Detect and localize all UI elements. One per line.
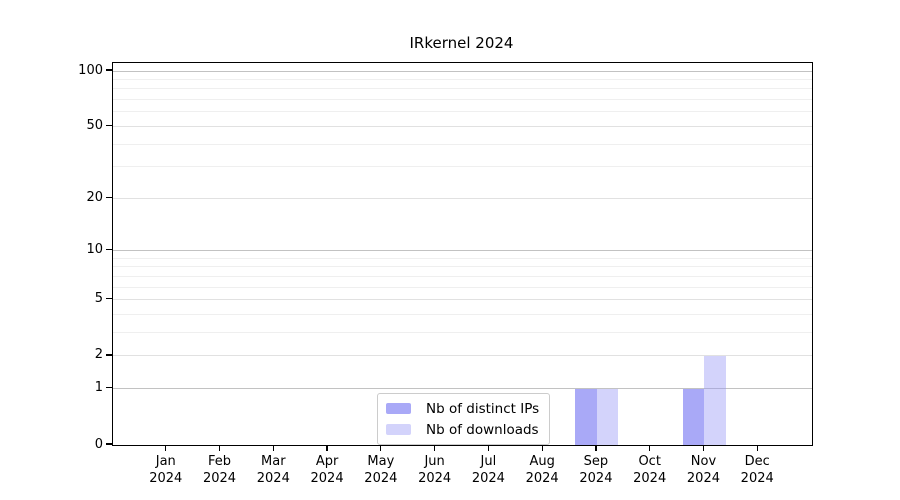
bar-distinct-ips-nov (682, 388, 705, 445)
gridline-y-10 (113, 250, 812, 252)
xtick-year-jun: 2024 (418, 471, 452, 486)
xtick-year-apr: 2024 (310, 471, 344, 486)
xtick-year-may: 2024 (364, 471, 398, 486)
xtick-month-feb: Feb (208, 454, 232, 469)
ytick-label-5: 5 (94, 291, 103, 307)
xtick-year-nov: 2024 (686, 471, 720, 486)
gridline-y-70 (113, 99, 812, 101)
gridline-y-7 (113, 275, 812, 277)
ytick-mark-10 (106, 249, 112, 251)
ytick-mark-2 (106, 354, 112, 356)
ytick-label-20: 20 (86, 189, 103, 205)
gridline-y-90 (113, 78, 812, 80)
gridline-y-5 (113, 299, 812, 301)
ytick-mark-20 (106, 196, 112, 198)
xtick-mark-aug (541, 445, 543, 451)
xtick-month-apr: Apr (315, 454, 339, 469)
xtick-year-dec: 2024 (740, 471, 774, 486)
xtick-label-sep: Sep 2024 (564, 453, 628, 487)
plot-area: Nb of distinct IPs Nb of downloads (112, 62, 813, 446)
xtick-label-jun: Jun 2024 (403, 453, 467, 487)
xtick-mark-jan (165, 445, 167, 451)
xtick-month-jul: Jul (480, 454, 497, 469)
legend-item-distinct-ips: Nb of distinct IPs (386, 400, 539, 417)
xtick-mark-oct (649, 445, 651, 451)
xtick-label-aug: Aug 2024 (510, 453, 574, 487)
xtick-label-apr: Apr 2024 (295, 453, 359, 487)
xtick-label-may: May 2024 (349, 453, 413, 487)
xtick-year-aug: 2024 (525, 471, 559, 486)
xtick-label-jan: Jan 2024 (134, 453, 198, 487)
xtick-month-sep: Sep (583, 454, 609, 469)
xtick-year-jan: 2024 (149, 471, 183, 486)
ytick-label-100: 100 (78, 62, 103, 78)
xtick-month-nov: Nov (690, 454, 717, 469)
xtick-mark-dec (756, 445, 758, 451)
xtick-year-feb: 2024 (202, 471, 237, 486)
xtick-year-oct: 2024 (633, 471, 667, 486)
gridline-y-9 (113, 257, 812, 259)
legend-label-distinct-ips: Nb of distinct IPs (426, 400, 540, 417)
gridline-y-1 (113, 388, 812, 390)
gridline-y-6 (113, 286, 812, 288)
ytick-label-50: 50 (86, 117, 103, 133)
gridline-y-50 (113, 125, 812, 127)
gridline-y-4 (113, 314, 812, 316)
legend-swatch-distinct-ips (386, 403, 411, 414)
gridline-y-8 (113, 266, 812, 268)
xtick-month-jan: Jan (155, 454, 176, 469)
ytick-mark-0 (106, 443, 112, 445)
xtick-mark-jun (434, 445, 436, 451)
gridline-y-60 (113, 111, 812, 113)
ytick-label-2: 2 (94, 347, 103, 363)
xtick-mark-may (380, 445, 382, 451)
ytick-mark-5 (106, 298, 112, 300)
xtick-month-jun: Jun (424, 454, 445, 469)
gridline-y-40 (113, 143, 812, 145)
gridline-y-20 (113, 197, 812, 199)
xtick-year-jul: 2024 (471, 471, 505, 486)
gridline-y-30 (113, 166, 812, 168)
ytick-label-0: 0 (94, 436, 103, 452)
bar-downloads-sep (596, 388, 619, 445)
xtick-mark-feb (218, 445, 221, 451)
xtick-label-nov: Nov 2024 (671, 453, 735, 487)
bar-distinct-ips-sep (575, 388, 597, 445)
ytick-label-10: 10 (86, 242, 103, 258)
xtick-label-oct: Oct 2024 (618, 453, 682, 487)
xtick-year-sep: 2024 (579, 471, 613, 486)
gridline-y-100 (113, 70, 812, 72)
xtick-mark-jul (487, 445, 489, 451)
xtick-label-dec: Dec 2024 (725, 453, 789, 487)
xtick-month-dec: Dec (744, 454, 770, 469)
chart-title: IRkernel 2024 (409, 34, 514, 52)
ytick-mark-50 (106, 124, 112, 126)
bar-downloads-nov (704, 355, 726, 445)
xtick-mark-apr (326, 445, 328, 451)
ytick-mark-1 (106, 387, 112, 389)
xtick-mark-sep (595, 445, 597, 451)
xtick-mark-mar (272, 445, 274, 451)
gridline-y-3 (113, 332, 812, 334)
xtick-month-may: May (367, 454, 395, 469)
legend-label-downloads: Nb of downloads (426, 421, 539, 438)
xtick-label-mar: Mar 2024 (241, 453, 305, 487)
legend-item-downloads: Nb of downloads (386, 421, 539, 438)
ytick-label-1: 1 (94, 380, 103, 396)
xtick-year-mar: 2024 (256, 471, 290, 486)
legend-swatch-downloads (386, 424, 411, 435)
xtick-month-oct: Oct (638, 454, 661, 469)
gridline-y-2 (113, 355, 812, 357)
xtick-label-feb: Feb 2024 (188, 453, 252, 487)
legend: Nb of distinct IPs Nb of downloads (377, 393, 551, 445)
gridline-y-80 (113, 88, 812, 90)
xtick-mark-nov (702, 445, 705, 451)
ytick-mark-100 (106, 69, 112, 71)
xtick-month-aug: Aug (529, 454, 555, 469)
xtick-month-mar: Mar (261, 454, 286, 469)
xtick-label-jul: Jul 2024 (456, 453, 520, 487)
